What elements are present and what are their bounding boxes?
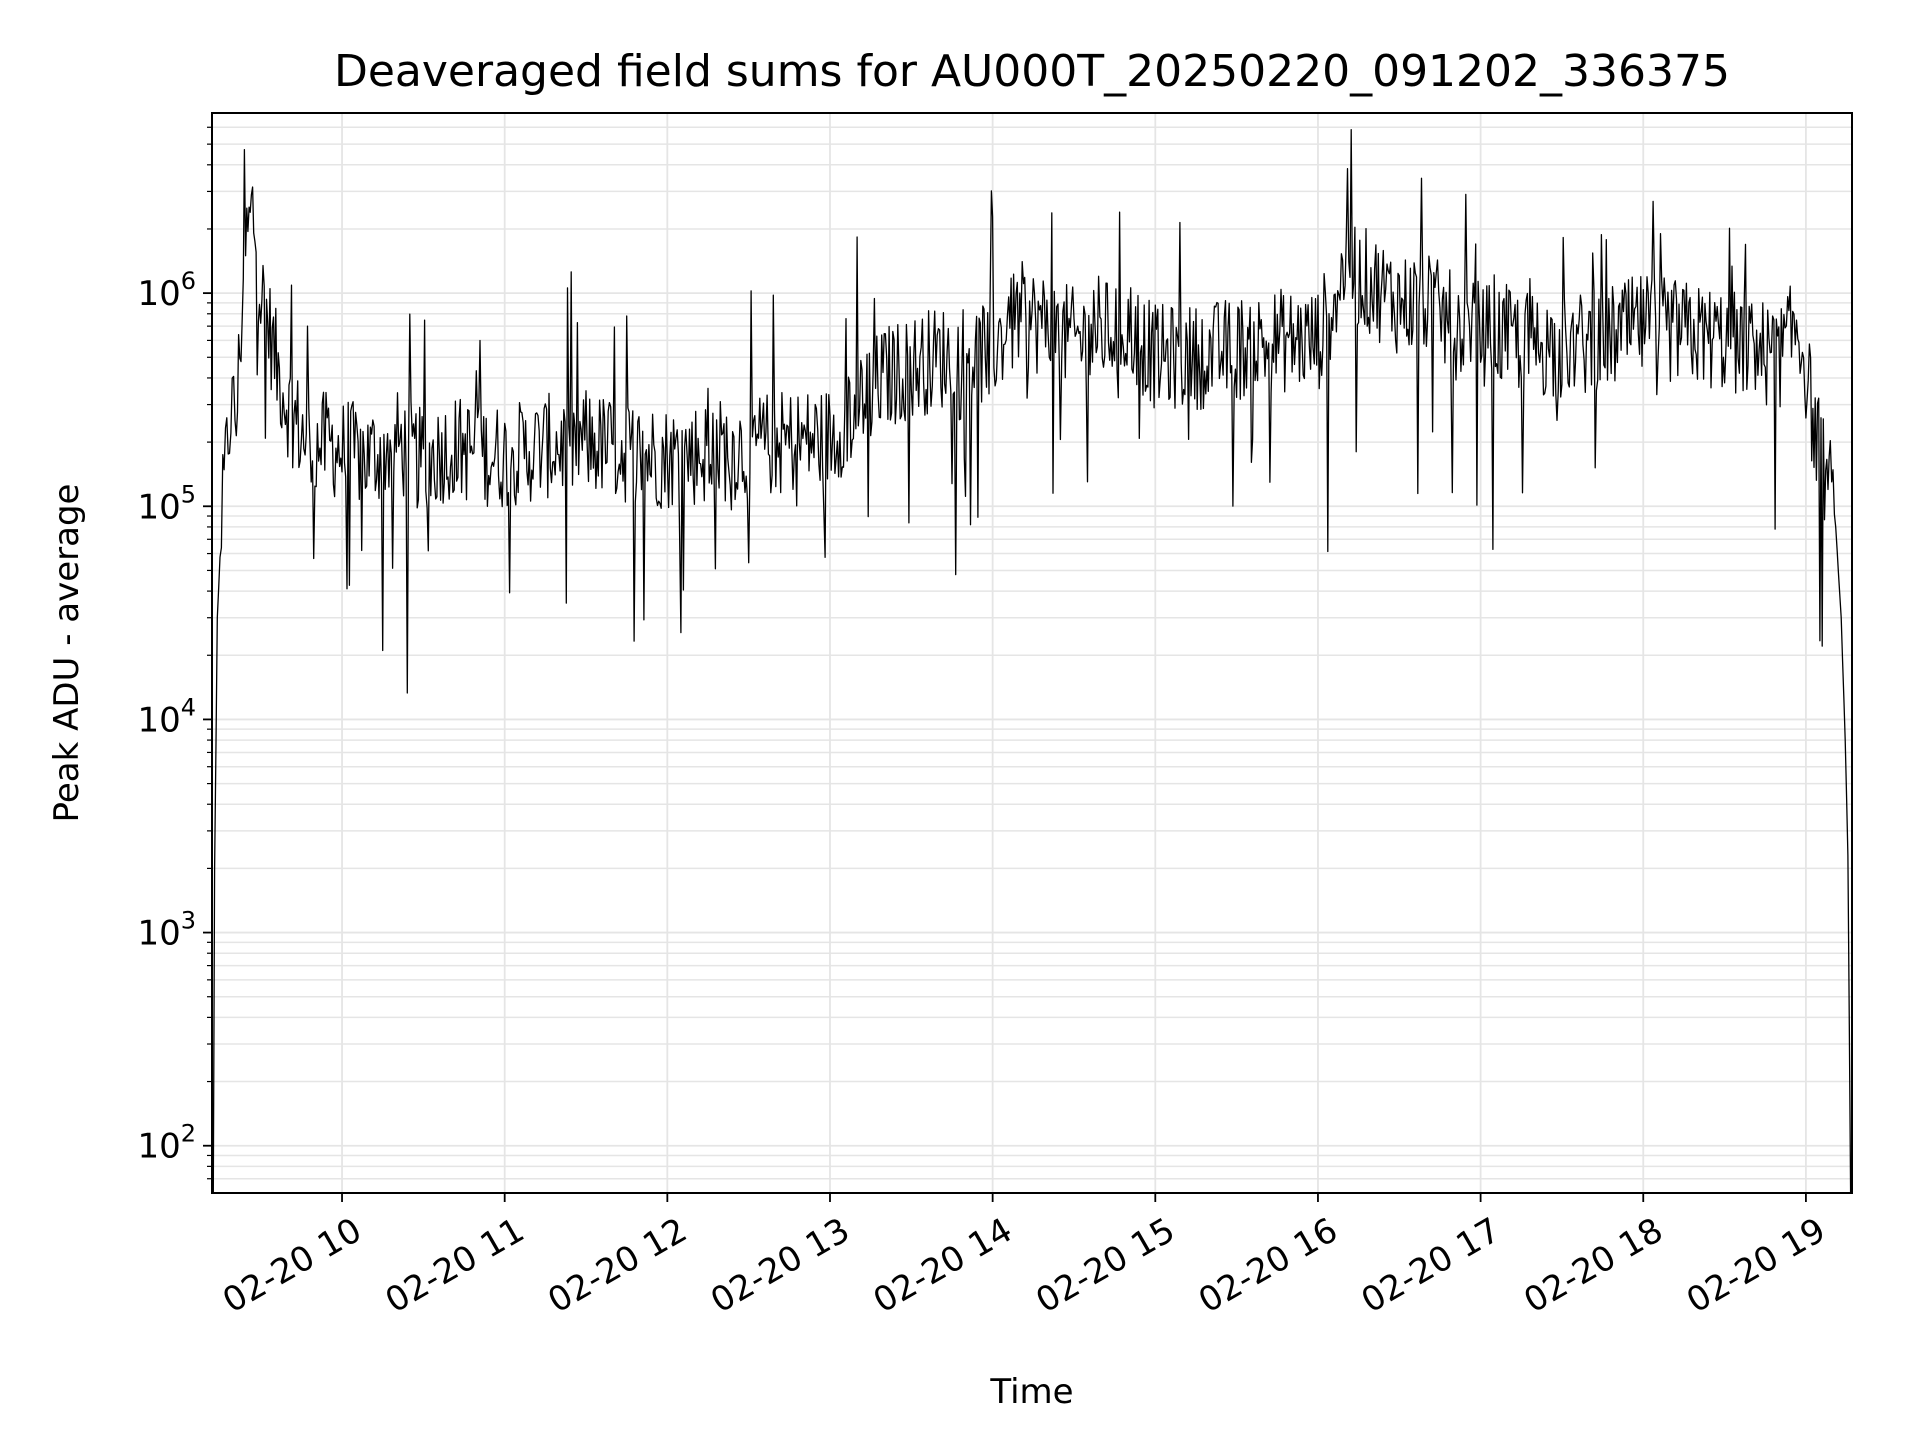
y-tick-label: 104	[137, 693, 196, 740]
x-tick-label: 02-20 17	[1355, 1210, 1507, 1321]
series-line	[212, 129, 1852, 1194]
y-tick-label: 103	[137, 907, 196, 954]
y-axis-label: Peak ADU - average	[47, 484, 87, 823]
x-tick-label: 02-20 15	[1029, 1210, 1181, 1321]
y-tick-label: 106	[137, 267, 196, 314]
y-tick-label: 102	[137, 1120, 196, 1167]
x-tick-label: 02-20 14	[867, 1210, 1019, 1321]
x-axis-label: Time	[989, 1372, 1073, 1412]
data-line-layer	[212, 129, 1852, 1194]
x-tick-label: 02-20 12	[541, 1210, 693, 1321]
x-tick-label: 02-20 11	[379, 1210, 531, 1321]
x-tick-label: 02-20 19	[1680, 1210, 1832, 1321]
grid	[212, 113, 1852, 1193]
x-tick-label: 02-20 18	[1517, 1210, 1669, 1321]
plot-frame	[211, 112, 1853, 1194]
y-tick-label: 105	[137, 480, 196, 527]
chart-title: Deaveraged field sums for AU000T_2025022…	[334, 46, 1730, 97]
x-tick-label: 02-20 10	[216, 1210, 368, 1321]
x-tick-label: 02-20 13	[704, 1210, 856, 1321]
x-tick-label: 02-20 16	[1192, 1210, 1344, 1321]
